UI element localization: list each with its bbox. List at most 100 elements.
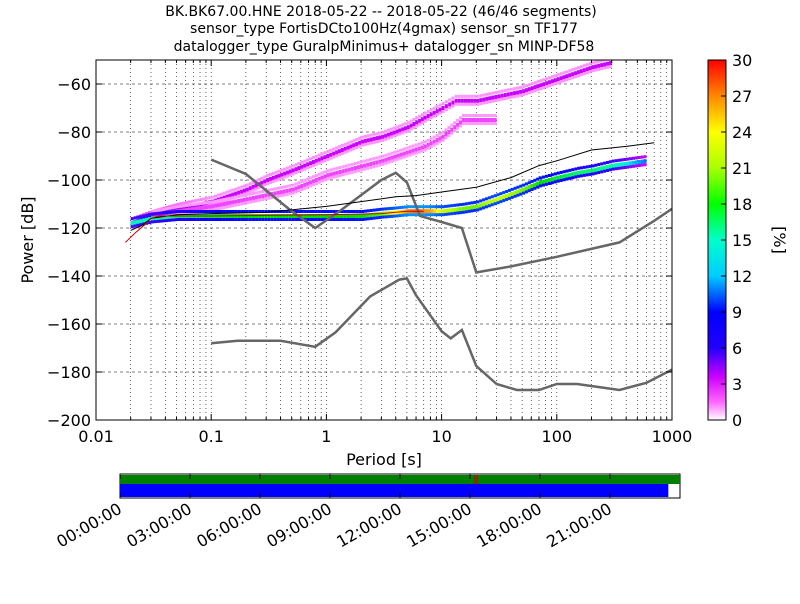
density-cell-ridge-0-lower bbox=[320, 160, 324, 164]
density-cell-ridge-1-lower bbox=[267, 196, 271, 200]
density-cell-ridge-0-upper bbox=[597, 60, 601, 63]
density-cell-ridge-1 bbox=[417, 146, 421, 151]
density-cell-ridge-2-upper bbox=[626, 157, 630, 161]
density-cell-ridge-2 bbox=[366, 213, 370, 218]
density-cell-ridge-1 bbox=[261, 194, 265, 198]
density-cell-ridge-1-lower bbox=[450, 131, 454, 135]
density-cell-ridge-0 bbox=[389, 131, 393, 136]
density-cell-ridge-0 bbox=[454, 98, 458, 103]
model-lines bbox=[125, 142, 672, 392]
density-cell-ridge-0-upper bbox=[148, 211, 152, 215]
density-cell-ridge-1-upper bbox=[179, 204, 183, 208]
density-cell-ridge-0 bbox=[286, 170, 290, 175]
density-cell-ridge-1-upper bbox=[414, 143, 418, 147]
density-cell-ridge-2-lower bbox=[248, 218, 252, 221]
density-cell-ridge-2-lower bbox=[591, 172, 595, 176]
density-cell-ridge-2-upper bbox=[559, 170, 563, 174]
density-cell-ridge-1-upper bbox=[432, 135, 436, 139]
density-cell-ridge-0 bbox=[476, 98, 480, 103]
density-cell-ridge-0 bbox=[234, 191, 238, 196]
density-cell-ridge-2 bbox=[436, 209, 440, 214]
density-cell-ridge-2 bbox=[441, 209, 445, 214]
density-cell-ridge-1-lower bbox=[338, 174, 342, 177]
density-cell-ridge-2-lower bbox=[294, 218, 298, 221]
density-cell-ridge-1-lower bbox=[323, 178, 327, 182]
density-cell-ridge-0-upper bbox=[522, 85, 526, 89]
density-cell-ridge-1-upper bbox=[156, 208, 160, 212]
density-cell-ridge-0-lower bbox=[579, 73, 583, 77]
density-cell-ridge-2-lower bbox=[416, 213, 420, 217]
density-cell-ridge-1-lower bbox=[188, 211, 192, 215]
density-cell-ridge-1-upper bbox=[484, 114, 488, 117]
density-cell-ridge-0-upper bbox=[454, 94, 458, 98]
density-cell-ridge-0 bbox=[245, 187, 249, 192]
density-cell-ridge-2-lower bbox=[267, 218, 271, 221]
density-cell-ridge-0 bbox=[591, 65, 595, 70]
density-cell-ridge-1 bbox=[381, 158, 385, 163]
density-cell-ridge-0 bbox=[467, 98, 471, 103]
density-cell-ridge-0-upper bbox=[494, 90, 498, 94]
density-cell-ridge-2-upper bbox=[479, 199, 483, 203]
density-cell-ridge-1-lower bbox=[420, 149, 424, 153]
density-cell-ridge-1-upper bbox=[420, 141, 424, 145]
density-cell-ridge-0-lower bbox=[482, 101, 486, 105]
density-cell-ridge-0-lower bbox=[470, 102, 474, 106]
density-cell-ridge-2 bbox=[516, 189, 520, 194]
density-cell-ridge-0-upper bbox=[448, 98, 452, 102]
density-cell-ridge-1-upper bbox=[317, 172, 321, 176]
density-cell-ridge-0 bbox=[527, 87, 531, 92]
density-cell-ridge-2-upper bbox=[585, 165, 589, 169]
density-cell-ridge-0-lower bbox=[306, 166, 310, 170]
density-cell-ridge-0-upper bbox=[418, 114, 422, 118]
density-cell-ridge-2-lower bbox=[617, 166, 621, 170]
density-cell-ridge-2 bbox=[544, 178, 548, 183]
density-cell-ridge-2 bbox=[519, 188, 523, 193]
density-cell-ridge-1-lower bbox=[372, 165, 376, 169]
density-cell-ridge-0-upper bbox=[412, 118, 416, 121]
density-cell-ridge-2 bbox=[159, 215, 163, 220]
density-cell-ridge-2 bbox=[363, 213, 367, 218]
density-cell-ridge-2 bbox=[490, 199, 494, 204]
density-cell-ridge-0-upper bbox=[491, 91, 495, 95]
density-cell-ridge-0 bbox=[231, 192, 235, 197]
density-cell-ridge-2-lower bbox=[231, 218, 235, 221]
density-cell-ridge-1-lower bbox=[484, 122, 488, 125]
density-cell-ridge-0 bbox=[603, 62, 607, 67]
y-tick-label: −180 bbox=[47, 363, 91, 382]
density-cell-ridge-2 bbox=[294, 214, 298, 218]
density-cell-ridge-2-lower bbox=[395, 214, 399, 218]
density-cell-ridge-2-lower bbox=[363, 217, 367, 221]
density-cell-ridge-2 bbox=[585, 169, 589, 174]
density-cell-ridge-2-lower bbox=[464, 210, 468, 214]
density-cell-ridge-2-lower bbox=[346, 218, 350, 221]
density-cell-ridge-1 bbox=[240, 198, 244, 203]
density-cell-ridge-1 bbox=[279, 190, 283, 195]
density-cell-ridge-2-lower bbox=[404, 213, 408, 217]
density-cell-ridge-0-lower bbox=[536, 88, 540, 92]
density-cell-ridge-2-lower bbox=[139, 223, 143, 227]
density-cell-ridge-2 bbox=[320, 214, 324, 218]
density-cell-ridge-1-upper bbox=[309, 176, 313, 180]
density-cell-ridge-2-lower bbox=[199, 218, 203, 221]
density-cell-ridge-2-upper bbox=[608, 160, 612, 164]
density-cell-ridge-1 bbox=[490, 118, 494, 122]
density-cell-ridge-0-lower bbox=[503, 97, 507, 101]
density-cell-ridge-0 bbox=[423, 115, 427, 120]
density-cell-ridge-1-upper bbox=[417, 142, 421, 146]
density-cell-ridge-0-upper bbox=[314, 154, 318, 158]
density-cell-ridge-0-lower bbox=[565, 78, 569, 82]
density-cell-ridge-1-upper bbox=[205, 201, 209, 205]
density-cell-ridge-0-lower bbox=[355, 146, 359, 149]
density-cell-ridge-0-lower bbox=[314, 162, 318, 166]
density-cell-ridge-0-upper bbox=[406, 121, 410, 125]
density-cell-ridge-2-upper bbox=[447, 204, 451, 208]
density-cell-ridge-2-lower bbox=[384, 215, 388, 219]
density-cell-ridge-0-lower bbox=[300, 168, 304, 172]
density-cell-ridge-1 bbox=[366, 162, 370, 167]
density-cell-ridge-0 bbox=[266, 178, 270, 182]
density-cell-ridge-2-lower bbox=[168, 218, 172, 222]
density-cell-ridge-2-lower bbox=[470, 209, 474, 213]
density-cell-ridge-1-lower bbox=[458, 124, 462, 128]
density-cell-ridge-0 bbox=[384, 133, 388, 138]
density-cell-ridge-2-upper bbox=[136, 215, 140, 219]
